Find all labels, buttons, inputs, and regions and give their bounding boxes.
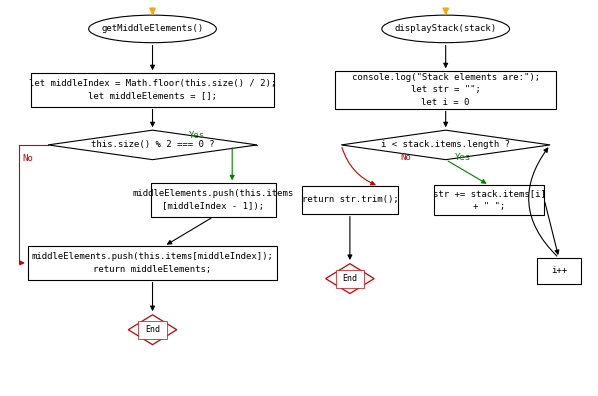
Text: i < stack.items.length ?: i < stack.items.length ? <box>381 141 510 149</box>
Ellipse shape <box>382 15 509 43</box>
Polygon shape <box>48 130 257 160</box>
Text: End: End <box>343 274 358 283</box>
Polygon shape <box>128 315 177 345</box>
Bar <box>30 73 274 107</box>
Bar <box>302 186 398 214</box>
Bar <box>151 183 276 217</box>
Text: str += stack.items[i]
+ " ";: str += stack.items[i] + " "; <box>433 189 545 211</box>
Ellipse shape <box>89 15 216 43</box>
Text: middleElements.push(this.items
[middleIndex - 1]);: middleElements.push(this.items [middleIn… <box>133 189 294 211</box>
Text: this.size() % 2 === 0 ?: this.size() % 2 === 0 ? <box>91 141 214 149</box>
Text: No: No <box>22 154 33 163</box>
Text: Yes: Yes <box>188 131 205 140</box>
Text: i++: i++ <box>551 266 567 275</box>
Bar <box>335 71 556 109</box>
Bar <box>28 246 277 280</box>
Text: No: No <box>401 153 411 162</box>
Text: let middleIndex = Math.floor(this.size() / 2);
let middleElements = [];: let middleIndex = Math.floor(this.size()… <box>29 79 276 101</box>
Polygon shape <box>326 264 374 293</box>
Bar <box>537 258 581 284</box>
Bar <box>138 321 167 339</box>
Text: End: End <box>145 325 160 334</box>
Text: getMiddleElements(): getMiddleElements() <box>102 25 203 33</box>
Bar <box>335 270 364 287</box>
Text: Yes: Yes <box>454 153 471 162</box>
Text: console.log("Stack elements are:");
let str = "";
let i = 0: console.log("Stack elements are:"); let … <box>352 73 540 107</box>
Text: return str.trim();: return str.trim(); <box>301 196 398 204</box>
Bar <box>434 185 544 215</box>
Text: displayStack(stack): displayStack(stack) <box>395 25 497 33</box>
Polygon shape <box>341 130 550 160</box>
Text: middleElements.push(this.items[middleIndex]);
return middleElements;: middleElements.push(this.items[middleInd… <box>32 252 273 274</box>
